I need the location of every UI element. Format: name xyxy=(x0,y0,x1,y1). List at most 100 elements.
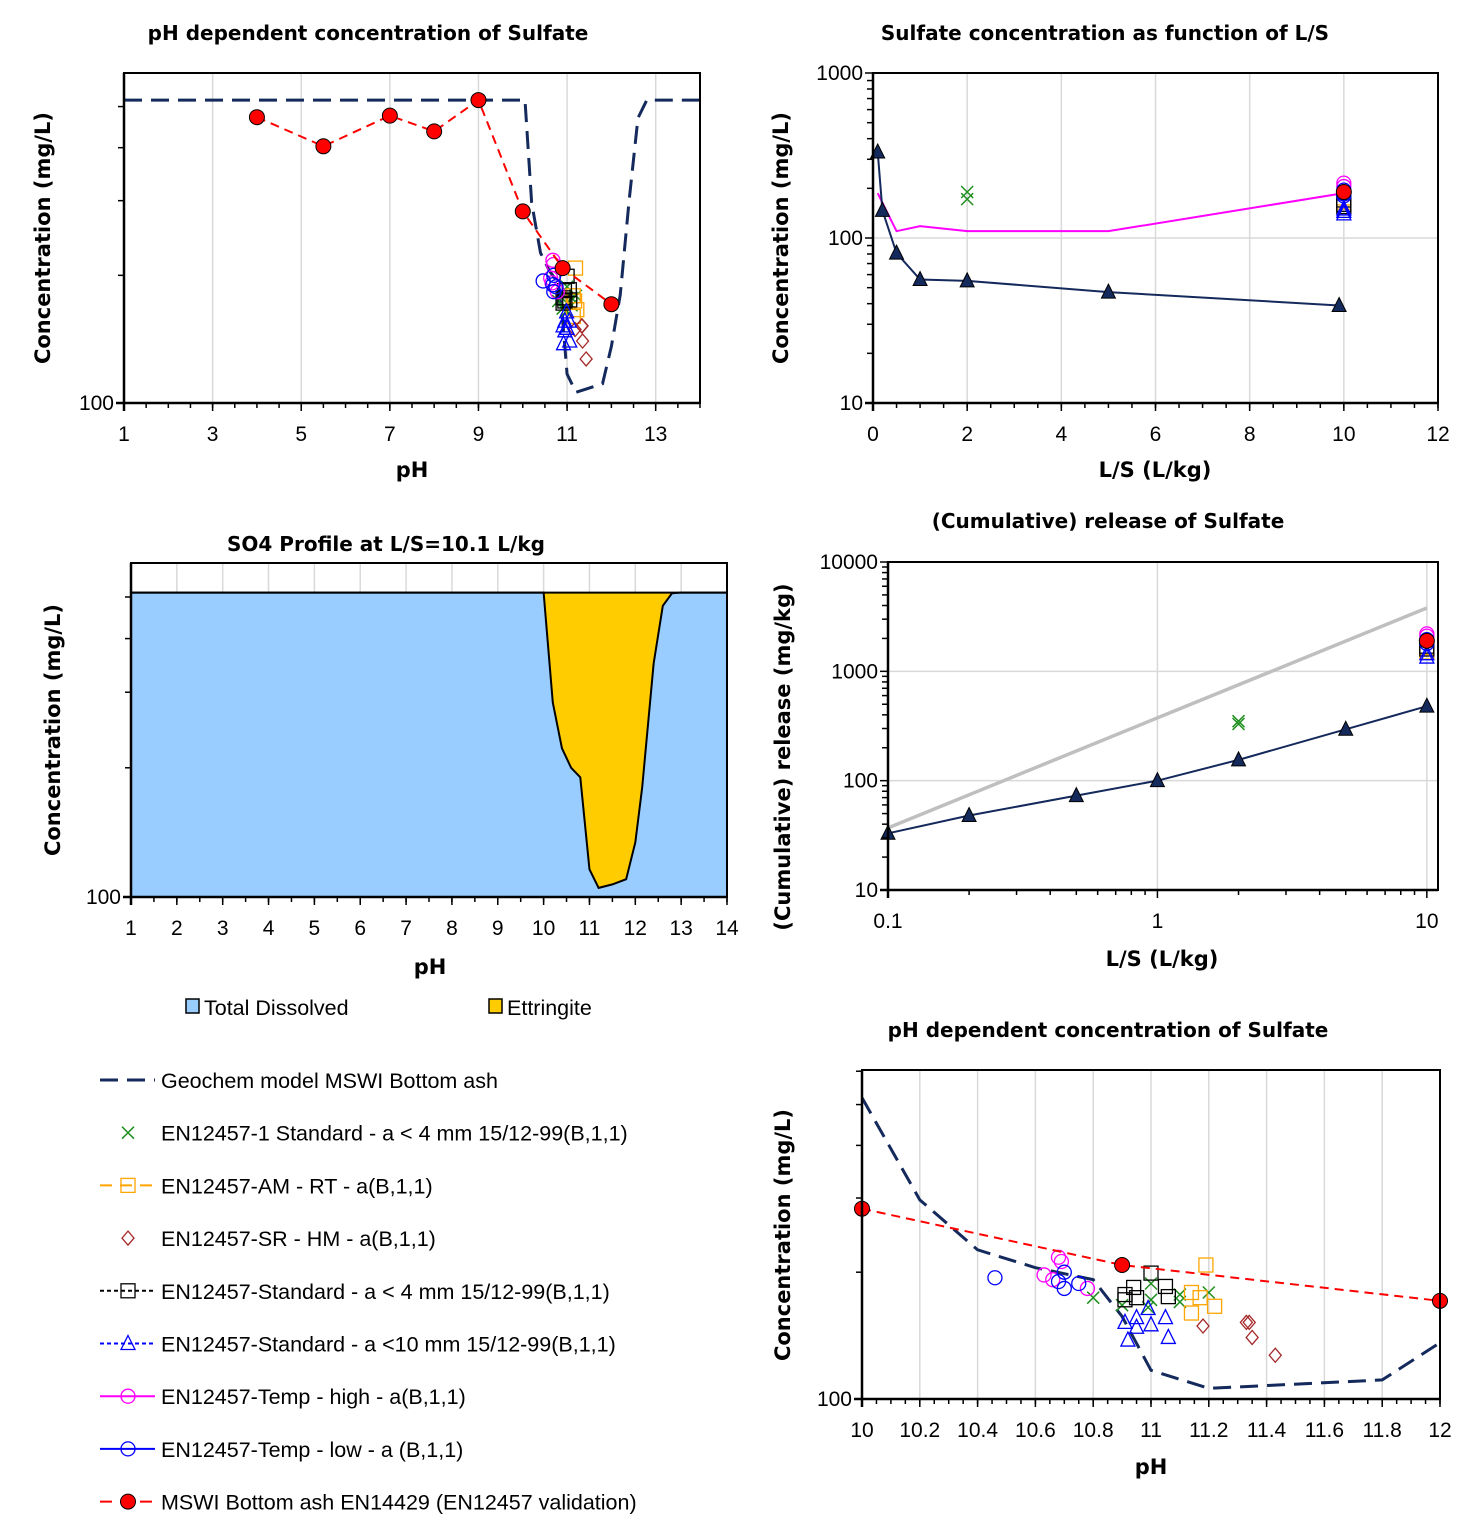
legend-label: Geochem model MSWI Bottom ash xyxy=(161,1069,498,1093)
data-point xyxy=(1198,1257,1214,1273)
data-point xyxy=(1117,1292,1133,1308)
data-point xyxy=(1418,644,1435,661)
data-point xyxy=(1128,1308,1145,1325)
legend-label-total-dissolved: Total Dissolved xyxy=(204,996,349,1020)
data-point xyxy=(987,1270,1003,1286)
y-tick-label: 1000 xyxy=(831,660,878,683)
x-axis-label: pH xyxy=(396,458,429,482)
x-axis-label: pH xyxy=(1135,1455,1168,1479)
data-point xyxy=(1183,1305,1200,1321)
data-point xyxy=(1045,1272,1061,1288)
data-point xyxy=(1337,720,1354,736)
y-tick-label: 10 xyxy=(840,392,863,415)
series-line xyxy=(887,606,1428,830)
data-point xyxy=(1231,717,1246,731)
data-point xyxy=(248,109,265,126)
series-6 xyxy=(543,252,565,300)
x-axis-label: L/S (L/kg) xyxy=(1099,458,1212,482)
y-axis-label: Concentration (mg/L) xyxy=(41,604,65,856)
data-point xyxy=(315,138,332,155)
x-tick-label: 11.4 xyxy=(1247,1419,1287,1442)
data-point xyxy=(1268,1347,1283,1364)
series-line xyxy=(256,98,612,305)
legend-marker-icon xyxy=(119,1334,137,1351)
legend-label: EN12457-Standard - a < 4 mm 15/12-99(B,1… xyxy=(161,1280,610,1304)
legend-marker-icon xyxy=(121,1230,135,1247)
series-0 xyxy=(860,1097,1441,1390)
chart-title: SO4 Profile at L/S=10.1 L/kg xyxy=(227,532,545,556)
series-1 xyxy=(880,697,1435,840)
data-point xyxy=(470,92,487,109)
legend-item: MSWI Bottom ash EN14429 (EN12457 validat… xyxy=(100,1491,637,1515)
data-point xyxy=(545,252,561,268)
legend-marker-icon xyxy=(120,1493,136,1510)
x-tick-label: 10.8 xyxy=(1073,1419,1114,1442)
y-tick-label: 100 xyxy=(843,770,878,793)
data-point xyxy=(1071,1275,1087,1292)
series-7 xyxy=(987,1264,1087,1297)
area-total-dissolved xyxy=(131,592,727,897)
data-point xyxy=(1418,632,1435,649)
data-point xyxy=(1331,296,1347,312)
x-tick-label: 10 xyxy=(1332,423,1355,446)
x-tick-label: 10.2 xyxy=(899,1419,940,1442)
chart-cumulative-release: (Cumulative) release of Sulfate L/S (L/k… xyxy=(771,509,1439,971)
legend-swatch-ettringite xyxy=(488,998,503,1014)
x-tick-label: 12 xyxy=(624,917,647,940)
data-point xyxy=(1206,1298,1223,1314)
x-axis-label: L/S (L/kg) xyxy=(1106,947,1219,971)
x-tick-label: 3 xyxy=(207,423,219,446)
plot-area xyxy=(124,92,700,395)
data-point xyxy=(1418,647,1435,664)
series-6 xyxy=(1036,1249,1096,1297)
series-0 xyxy=(876,192,1344,233)
data-point xyxy=(1068,786,1085,803)
legend-item: EN12457-1 Standard - a < 4 mm 15/12-99(B… xyxy=(121,1122,628,1146)
series-2 xyxy=(1183,1257,1223,1321)
data-point xyxy=(1140,1299,1157,1316)
area-ettringite xyxy=(131,592,727,888)
plot-area xyxy=(131,591,727,897)
data-point xyxy=(1335,204,1352,221)
data-point xyxy=(1128,1290,1145,1306)
data-point xyxy=(1036,1267,1052,1283)
series-8 xyxy=(1418,632,1435,649)
series-5 xyxy=(1335,199,1352,221)
series-8 xyxy=(1335,184,1352,201)
data-point xyxy=(1053,1253,1070,1270)
series-8 xyxy=(248,92,620,313)
data-point xyxy=(1419,697,1435,713)
series-2 xyxy=(960,185,974,206)
y-tick-label: 10 xyxy=(855,879,878,902)
x-tick-label: 11 xyxy=(556,423,578,446)
legend-label: MSWI Bottom ash EN14429 (EN12457 validat… xyxy=(161,1491,637,1515)
data-point xyxy=(1142,1315,1160,1332)
legend-item: EN12457-Standard - a <10 mm 15/12-99(B,1… xyxy=(100,1333,616,1357)
chart-ph-concentration-zoom: pH dependent concentration of Sulfate pH… xyxy=(771,1018,1452,1479)
x-tick-label: 13 xyxy=(644,423,667,446)
data-point xyxy=(561,311,578,328)
x-tick-label: 0 xyxy=(867,423,879,446)
x-tick-label: 8 xyxy=(1244,423,1256,446)
data-point xyxy=(575,333,590,350)
area-boundary-line xyxy=(131,591,727,890)
legend-label-ettringite: Ettringite xyxy=(507,996,592,1020)
x-tick-label: 2 xyxy=(961,423,973,446)
x-tick-label: 4 xyxy=(263,917,275,940)
legend-marker-icon xyxy=(120,1441,136,1457)
y-tick-label: 100 xyxy=(828,227,863,250)
data-point xyxy=(1231,714,1246,728)
legend-label: EN12457-Standard - a <10 mm 15/12-99(B,1… xyxy=(161,1333,616,1357)
x-tick-label: 11 xyxy=(579,917,601,940)
series-0 xyxy=(124,98,700,395)
data-point xyxy=(1143,1265,1159,1281)
data-point xyxy=(1079,1280,1096,1297)
data-point xyxy=(566,293,583,309)
legend-label: EN12457-Temp - high - a(B,1,1) xyxy=(161,1385,466,1409)
y-axis-label: Concentration (mg/L) xyxy=(769,112,793,364)
x-tick-label: 13 xyxy=(669,917,692,940)
x-tick-label: 7 xyxy=(384,423,396,446)
data-point xyxy=(514,203,531,220)
series-2 xyxy=(1231,714,1246,731)
